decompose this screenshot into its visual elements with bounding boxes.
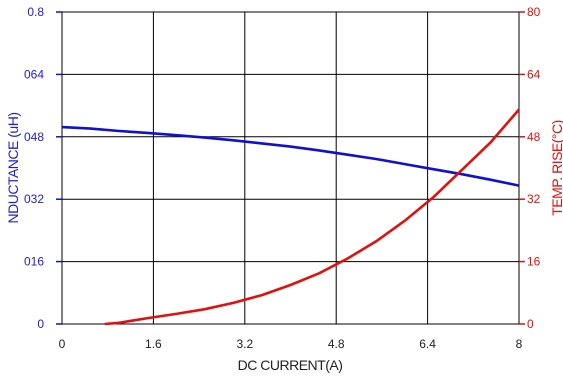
y-right-tick-label: 32 xyxy=(527,192,541,206)
ticks-layer: 0 1.6 3.2 4.8 6.4 800160320480640.80163248648… xyxy=(24,5,541,351)
inductance-line xyxy=(61,125,520,187)
y-right-tick-label: 0 xyxy=(527,317,534,331)
y-left-tick-label: 0.8 xyxy=(27,5,44,19)
y-right-tick-label: 48 xyxy=(527,130,541,144)
grid xyxy=(62,12,519,324)
x-tick-label: 3.2 xyxy=(236,337,253,351)
y-axis-left-title: NDUCTANCE (uH) xyxy=(5,113,21,224)
plot-background xyxy=(62,12,519,324)
x-tick-label: 4.8 xyxy=(328,337,345,351)
x-tick-label: 6.4 xyxy=(419,337,436,351)
plot-frame xyxy=(61,11,520,325)
y-left-tick-label: 048 xyxy=(24,130,44,144)
x-tick-label: 1.6 xyxy=(145,337,162,351)
y-right-tick-label: 64 xyxy=(527,67,541,81)
y-left-tick-label: 032 xyxy=(24,192,44,206)
y-left-tick-label: 016 xyxy=(24,255,44,269)
series-layer xyxy=(61,108,520,326)
y-left-tick-label: 0 xyxy=(37,317,44,331)
y-left-tick-label: 064 xyxy=(24,67,44,81)
x-axis-title: DC CURRENT(A) xyxy=(238,357,343,373)
y-right-tick-label: 80 xyxy=(527,5,541,19)
x-tick-label: 8 xyxy=(516,337,523,351)
x-tick-label: 0 xyxy=(59,337,66,351)
temp-rise-line xyxy=(104,108,520,326)
y-axis-right-title: TEMP. RISE(°C) xyxy=(549,120,563,216)
y-right-tick-label: 16 xyxy=(527,255,541,269)
